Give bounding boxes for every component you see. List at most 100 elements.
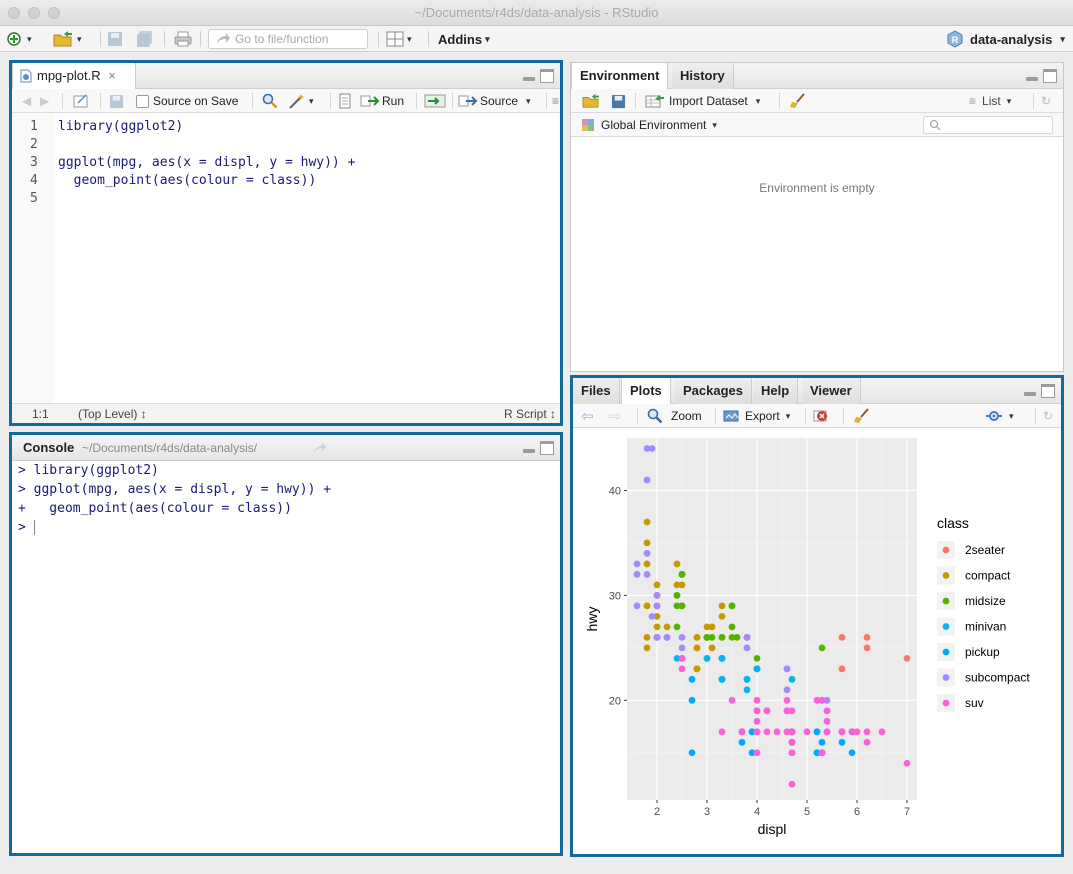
data-point [633,560,641,568]
compile-report-button[interactable] [338,92,352,110]
maximize-pane-button[interactable] [1041,384,1055,398]
source-arrow-icon [458,95,478,107]
minimize-pane-button[interactable] [522,441,536,455]
remove-plot-button[interactable] [813,407,831,425]
chevron-down-icon: ▾ [755,95,761,106]
clear-plots-button[interactable] [853,407,871,425]
data-point [853,728,861,736]
back-arrow-icon[interactable]: ◀ [22,94,32,108]
tab-mpg-plot[interactable]: mpg-plot.R × [12,63,136,90]
environment-scope-menu[interactable]: Global Environment ▾ [581,116,717,134]
data-point [788,707,796,715]
line-gutter [12,113,54,403]
maximize-pane-button[interactable] [540,441,554,455]
data-point [743,675,751,683]
rerun-button[interactable] [424,92,446,110]
tab-console[interactable]: Console [23,440,75,455]
refresh-icon[interactable]: ↻ [1043,409,1054,423]
data-point [753,707,761,715]
code-tools-button[interactable]: ▾ [288,92,314,110]
legend-swatch [942,648,950,656]
legend-swatch [942,623,950,630]
minimize-window-button[interactable] [28,7,40,19]
project-menu[interactable]: R data-analysis ▾ [946,30,1065,48]
import-dataset-button[interactable]: Import Dataset ▾ [645,92,760,110]
go-to-file-input[interactable]: Go to file/function [208,29,368,49]
export-menu[interactable]: Export ▾ [723,407,790,425]
code-editor[interactable]: 1 library(ggplot2) 2 3 ggplot(mpg, aes(x =… [12,113,560,403]
tab-packages[interactable]: Packages [675,378,752,404]
file-type-selector[interactable]: R Script ↕ [503,407,556,421]
console-prompt[interactable]: > [18,518,35,537]
previous-plot-icon[interactable]: ⇦ [581,408,594,425]
save-button[interactable] [107,30,123,48]
data-point [743,686,751,694]
zoom-button[interactable]: Zoom [647,407,702,425]
tab-help[interactable]: Help [753,378,799,404]
legend-swatch [942,699,950,707]
tab-history[interactable]: History [672,63,734,89]
data-point [703,654,711,662]
console-output[interactable]: > library(ggplot2) > ggplot(mpg, aes(x =… [12,461,560,853]
search-icon [262,93,278,109]
new-file-button[interactable]: ▾ [6,30,32,48]
open-file-button[interactable]: ▾ [52,30,82,48]
tab-environment[interactable]: Environment [571,63,669,90]
data-point [753,749,761,757]
data-point [838,738,846,746]
chevron-down-icon: ▾ [1060,33,1065,44]
run-button[interactable]: Run [360,92,404,110]
close-tab-icon[interactable]: × [108,68,116,83]
data-point [653,581,661,589]
data-point [688,696,696,704]
minimize-pane-button[interactable] [522,69,536,83]
data-point [823,728,831,736]
forward-arrow-icon[interactable]: ▶ [40,94,50,108]
legend-swatch [942,546,950,554]
data-point [678,571,686,578]
save-workspace-button[interactable] [611,92,626,110]
save-file-button[interactable] [109,92,124,110]
go-to-directory-icon[interactable] [312,442,328,454]
next-plot-icon[interactable]: ⇨ [609,408,622,425]
close-window-button[interactable] [8,7,20,19]
maximize-pane-button[interactable] [1043,69,1057,83]
outline-menu-icon[interactable]: ≡ [552,94,560,108]
tab-files[interactable]: Files [573,378,620,404]
data-point [653,623,661,631]
show-in-window-button[interactable] [72,92,90,110]
zoom-window-button[interactable] [48,7,60,19]
data-point [663,623,671,631]
load-workspace-button[interactable] [581,92,601,110]
minimize-pane-button[interactable] [1023,384,1037,398]
refresh-icon[interactable]: ↻ [1041,94,1052,108]
data-point [823,707,831,715]
data-point [728,633,736,641]
rerun-icon [424,94,446,108]
data-point [788,738,796,746]
chevron-down-icon: ▾ [1009,410,1014,421]
find-replace-button[interactable] [262,92,278,110]
save-icon [611,94,626,108]
print-button[interactable] [174,30,192,48]
list-view-menu[interactable]: ≡ List ▾ [969,94,1012,108]
clear-workspace-button[interactable] [789,92,807,110]
source-button[interactable]: Source ▾ [458,92,531,110]
checkbox-box[interactable] [136,94,149,108]
source-on-save-checkbox[interactable]: Source on Save [136,92,238,110]
data-point [838,665,846,673]
scope-selector[interactable]: (Top Level) ↕ [78,407,147,421]
workspace-panes-button[interactable]: ▾ [386,30,412,48]
tab-plots[interactable]: Plots [621,378,671,405]
addins-menu[interactable]: Addins ▾ [438,31,490,47]
minimize-pane-button[interactable] [1025,69,1039,83]
legend-label: pickup [965,645,1000,659]
tab-viewer[interactable]: Viewer [802,378,861,404]
editor-toolbar: ◀ ▶ Source on Save ▾ Run [12,89,560,113]
maximize-pane-button[interactable] [540,69,554,83]
publish-menu[interactable]: ▾ [985,407,1014,425]
save-all-button[interactable] [136,30,154,48]
print-icon [174,31,192,47]
environment-search-input[interactable] [923,116,1053,134]
data-point [813,696,821,704]
